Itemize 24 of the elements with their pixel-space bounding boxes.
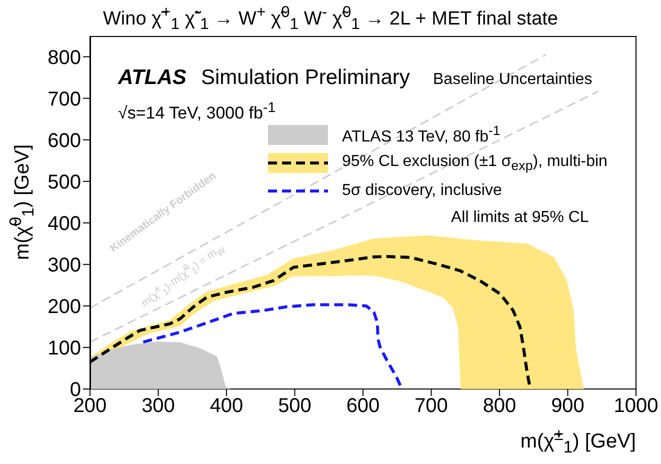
legend-label: 95% CL exclusion (±1 σ$_{exp}$), multi-bin [342, 152, 608, 174]
legend-label: ATLAS 13 TeV, 80 fb$^{-1}$ [342, 123, 500, 147]
annotation: All limits at 95% CL [451, 209, 589, 227]
x-tick-label: 800 [482, 395, 516, 418]
annotation: Simulation Preliminary [201, 66, 410, 90]
x-tick-label: 600 [346, 395, 380, 418]
x-tick-label: 400 [210, 395, 244, 418]
y-tick-label: 200 [48, 296, 81, 318]
annotation: Baseline Uncertainties [433, 71, 592, 89]
x-tick-label: 700 [414, 395, 448, 418]
y-tick-label: 500 [48, 171, 81, 194]
x-tick-label: 900 [551, 395, 584, 418]
x-tick-label: 300 [142, 395, 175, 418]
annotation: √s=14 TeV, 3000 fb$^{-1}$ [118, 100, 276, 124]
x-tick-label: 500 [278, 395, 312, 418]
annotation: ATLAS [118, 66, 186, 90]
y-tick-label: 400 [48, 212, 81, 235]
y-tick-label: 800 [48, 46, 81, 69]
y-tick-label: 600 [48, 130, 81, 152]
y-tick-label: 700 [48, 88, 81, 110]
legend-label: 5σ discovery, inclusive [342, 182, 502, 200]
x-tick-label: 1000 [614, 395, 658, 418]
y-tick-label: 300 [48, 254, 81, 277]
y-tick-label: 100 [48, 338, 81, 360]
